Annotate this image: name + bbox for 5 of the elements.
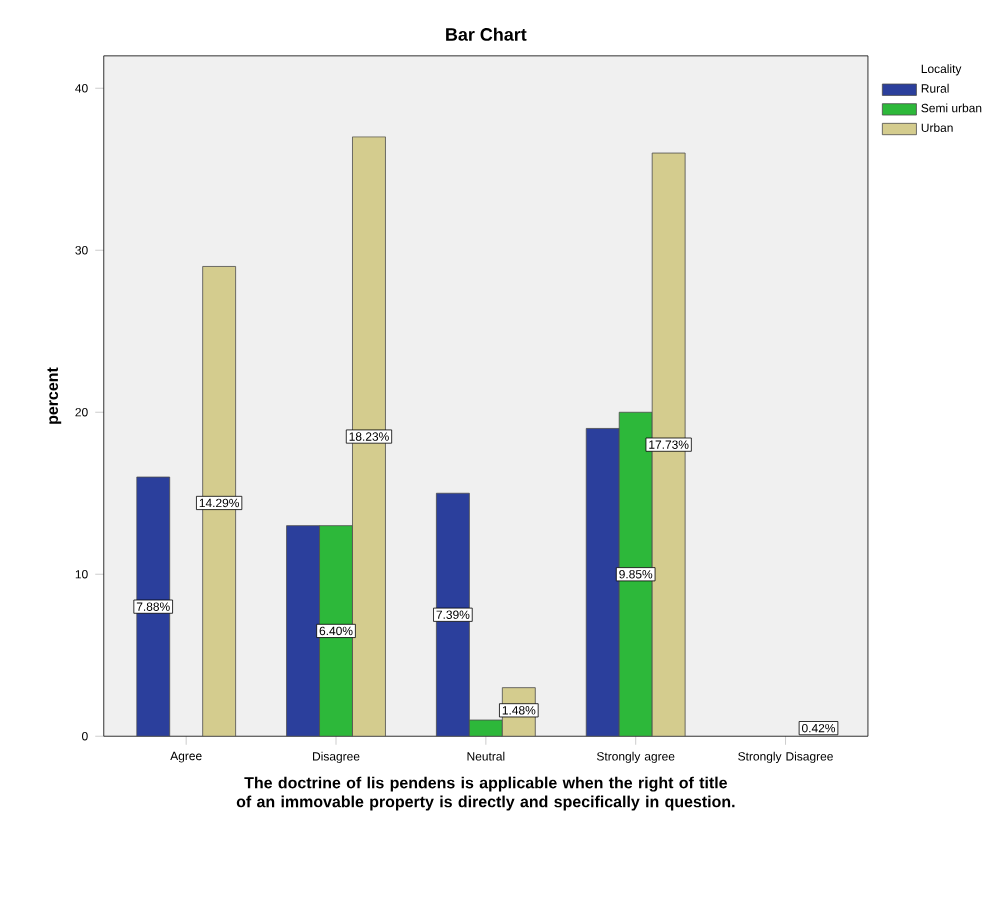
bar: [651, 152, 686, 737]
chart-title: Bar Chart: [446, 27, 527, 41]
bar: [136, 476, 171, 737]
bar: [352, 136, 386, 737]
bar: [202, 266, 237, 737]
